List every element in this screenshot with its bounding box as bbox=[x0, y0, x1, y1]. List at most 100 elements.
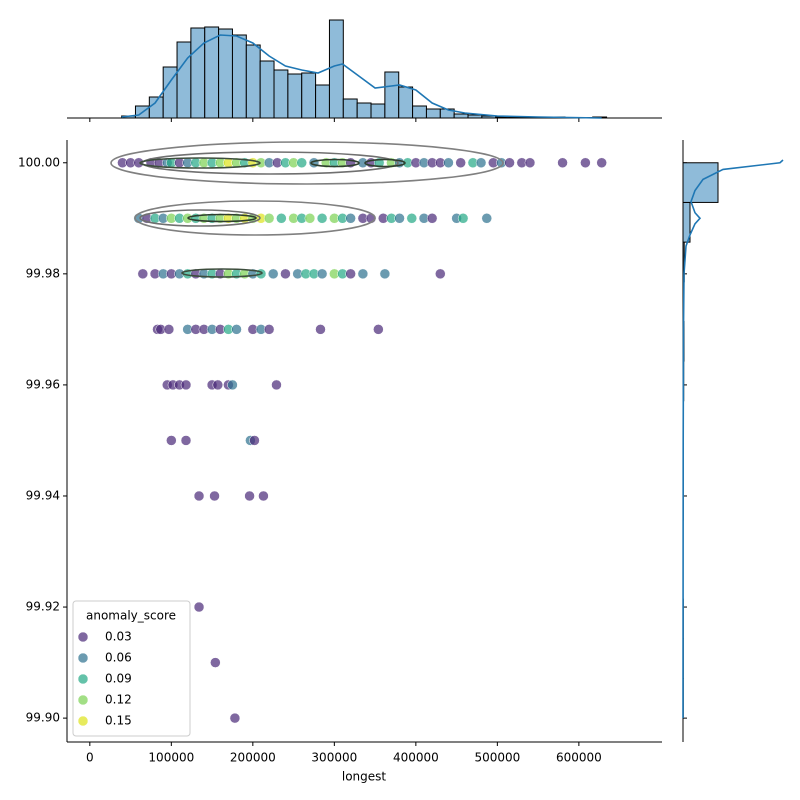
scatter-point bbox=[557, 157, 568, 169]
kde-contours bbox=[110, 141, 504, 278]
histogram-bar bbox=[287, 73, 303, 119]
scatter-points bbox=[117, 157, 607, 724]
scatter-point bbox=[137, 268, 149, 280]
x-tick-label: 300000 bbox=[311, 751, 357, 765]
scatter-point bbox=[276, 213, 287, 224]
legend-marker bbox=[77, 715, 89, 727]
contour bbox=[134, 200, 376, 236]
scatter-point bbox=[209, 490, 220, 502]
legend-label: 0.03 bbox=[105, 630, 132, 644]
scatter-point bbox=[455, 157, 466, 169]
x-axis-label: longest bbox=[342, 770, 387, 784]
scatter-point bbox=[394, 213, 405, 224]
histogram-bar bbox=[398, 86, 414, 119]
contour bbox=[139, 209, 261, 227]
scatter-point bbox=[435, 268, 446, 280]
x-tick-label: 0 bbox=[86, 751, 94, 765]
scatter-point bbox=[524, 157, 536, 169]
scatter-point bbox=[263, 213, 275, 224]
histogram-bar bbox=[328, 19, 344, 119]
histogram-bar bbox=[176, 41, 192, 119]
scatter-point bbox=[263, 324, 275, 335]
scatter-point bbox=[475, 157, 487, 169]
legend-title: anomaly_score bbox=[86, 609, 176, 623]
scatter-point bbox=[193, 490, 205, 502]
legend-marker bbox=[77, 631, 89, 643]
x-tick-label: 400000 bbox=[393, 751, 439, 765]
y-tick-label: 99.96 bbox=[26, 377, 60, 391]
histogram-bar bbox=[425, 108, 441, 119]
kde-line bbox=[682, 159, 784, 719]
histogram-bar bbox=[453, 113, 469, 119]
scatter-point bbox=[316, 268, 328, 280]
histogram-bar bbox=[190, 27, 206, 119]
legend-marker bbox=[77, 673, 89, 685]
contour bbox=[141, 151, 399, 175]
kde-line bbox=[121, 34, 602, 119]
scatter-point bbox=[231, 324, 242, 335]
scatter-point bbox=[258, 490, 269, 502]
scatter-point bbox=[244, 490, 255, 502]
legend-marker bbox=[77, 694, 89, 706]
legend-label: 0.09 bbox=[105, 672, 132, 686]
scatter-point bbox=[304, 213, 316, 224]
histogram-bar bbox=[204, 26, 220, 119]
y-tick-label: 99.94 bbox=[26, 488, 60, 502]
scatter-point bbox=[373, 324, 384, 335]
scatter-point bbox=[227, 379, 238, 391]
scatter-point bbox=[249, 435, 260, 446]
scatter-point bbox=[443, 157, 454, 169]
histogram-bar bbox=[370, 103, 386, 119]
scatter-point bbox=[426, 213, 438, 224]
scatter-point bbox=[210, 657, 221, 668]
legend-label: 0.06 bbox=[105, 651, 132, 665]
scatter-point bbox=[166, 435, 177, 446]
legend-box bbox=[72, 600, 191, 737]
scatter-point bbox=[345, 213, 356, 224]
scatter-point bbox=[296, 157, 307, 169]
scatter-point bbox=[212, 379, 224, 391]
scatter-point bbox=[180, 435, 192, 446]
x-tick-label: 100000 bbox=[148, 751, 194, 765]
histogram-bar bbox=[384, 71, 400, 119]
histogram-bar bbox=[315, 84, 330, 119]
histogram-bar bbox=[218, 28, 233, 119]
legend-label: 0.12 bbox=[105, 693, 132, 707]
scatter-point bbox=[271, 379, 282, 391]
scatter-point bbox=[504, 157, 515, 169]
histogram-bar bbox=[467, 114, 483, 119]
y-tick-label: 100.00 bbox=[18, 155, 60, 169]
histogram-bar bbox=[245, 44, 261, 119]
scatter-point bbox=[267, 268, 279, 280]
histogram-bar bbox=[231, 34, 247, 119]
histogram-bar bbox=[259, 60, 275, 119]
x-tick-label: 600000 bbox=[556, 751, 602, 765]
scatter-point bbox=[229, 712, 241, 724]
scatter-point bbox=[406, 213, 418, 224]
histogram-bar bbox=[273, 69, 289, 119]
scatter-point bbox=[193, 601, 205, 613]
scatter-point bbox=[133, 157, 144, 169]
contour bbox=[181, 268, 263, 278]
scatter-point bbox=[280, 268, 291, 280]
scatter-point bbox=[316, 213, 328, 224]
scatter-point bbox=[357, 268, 369, 280]
scatter-point bbox=[481, 213, 493, 224]
scatter-point bbox=[163, 324, 175, 335]
scatter-point bbox=[315, 324, 326, 335]
scatter-point bbox=[580, 157, 591, 169]
x-tick-label: 200000 bbox=[230, 751, 276, 765]
y-tick-label: 99.92 bbox=[26, 600, 60, 614]
contour bbox=[187, 213, 257, 223]
scatter-point bbox=[345, 268, 356, 280]
legend: anomaly_score 0.03 0.06 0.09 0.12 0.15 bbox=[72, 600, 191, 737]
legend-label: 0.15 bbox=[105, 714, 132, 728]
y-tick-label: 99.98 bbox=[26, 266, 60, 280]
contour bbox=[364, 158, 406, 168]
x-tick-label: 500000 bbox=[474, 751, 520, 765]
scatter-point bbox=[596, 157, 607, 169]
contour bbox=[310, 158, 360, 168]
scatter-point bbox=[379, 268, 391, 280]
contour bbox=[110, 141, 504, 185]
